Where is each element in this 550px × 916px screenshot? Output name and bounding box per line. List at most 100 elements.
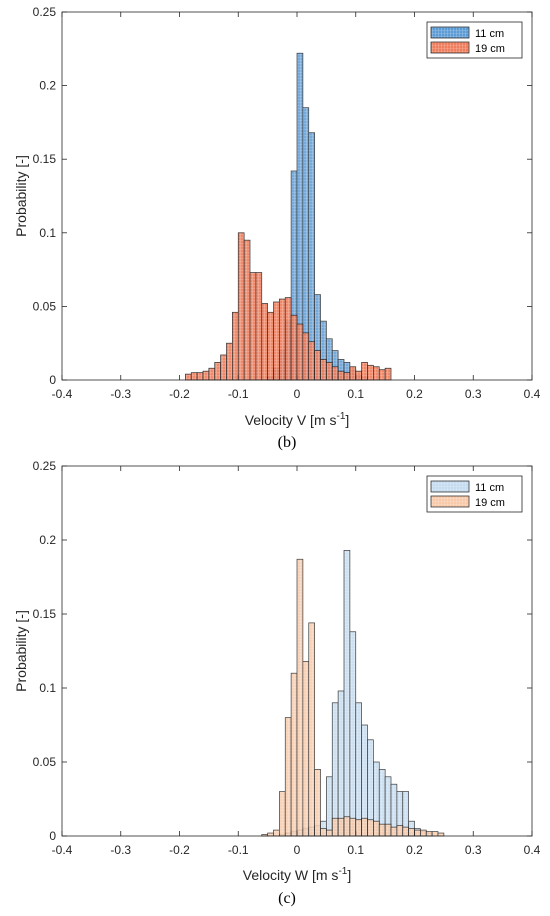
histogram-bar [349, 817, 357, 837]
x-axis-label-end: ] [347, 867, 351, 883]
y-tick-label: 0.2 [39, 79, 56, 93]
histogram-bar [296, 558, 304, 837]
y-axis-label: Probability [-] [13, 610, 29, 692]
y-tick-label: 0 [49, 373, 56, 387]
x-axis-label-main: Velocity V [m s [245, 412, 337, 428]
legend-entry: 11 cm [475, 28, 504, 40]
histogram-bar [337, 370, 345, 381]
histogram-bar [196, 372, 204, 381]
histogram-bar [384, 823, 392, 837]
x-tick-label: 0.4 [524, 843, 541, 857]
legend-swatch [430, 480, 470, 493]
x-axis-label-sup: -1 [338, 866, 347, 877]
histogram-bar [384, 367, 392, 381]
y-tick-label: 0.15 [33, 152, 57, 166]
histogram-bar [373, 366, 380, 381]
legend: 11 cm 19 cm [426, 475, 523, 513]
x-tick-label: 0.3 [465, 843, 482, 857]
histogram-bar [367, 819, 374, 837]
histogram-bar [420, 829, 427, 837]
x-tick-label: 0.3 [465, 387, 482, 401]
chart-panel-1: -0.4 -0.3 -0.2 -0.1 0 0.1 0.2 0.3 0.4 0 0.05 0.1 0.1… [13, 459, 541, 907]
x-tick-label: -0.1 [228, 843, 249, 857]
x-tick-label: -0.2 [169, 843, 190, 857]
histogram-bar [337, 690, 345, 837]
histogram-bar [308, 622, 315, 837]
histogram-bar [343, 372, 351, 381]
y-tick-label: 0.25 [33, 5, 57, 19]
legend-entry: 19 cm [475, 497, 505, 509]
histogram-bar [373, 820, 380, 837]
histogram-bar [302, 332, 310, 381]
x-tick-label: 0.4 [524, 387, 541, 401]
y-tick-label: 0 [49, 829, 56, 843]
x-tick-label: 0.2 [406, 843, 423, 857]
histogram-bar [302, 661, 310, 837]
histogram-bar [337, 817, 345, 837]
x-tick-label: -0.1 [228, 387, 249, 401]
histogram-bar [331, 366, 339, 381]
histogram-bar [220, 354, 227, 381]
histogram-bar [326, 361, 333, 381]
histogram-bar [214, 361, 221, 381]
legend-entry: 19 cm [475, 43, 505, 55]
y-tick-label: 0.2 [39, 533, 56, 547]
x-axis-label-sup: -1 [337, 411, 346, 422]
histogram-bar [255, 272, 263, 381]
histogram-bar [361, 361, 368, 381]
legend-swatch [430, 41, 470, 54]
x-tick-label: -0.4 [52, 387, 73, 401]
legend-swatch [430, 495, 470, 508]
y-tick-label: 0.05 [33, 755, 57, 769]
y-tick-label: 0.1 [39, 226, 56, 240]
histogram-bar [226, 342, 233, 381]
histogram-bar [237, 232, 245, 381]
histogram-bar [320, 359, 327, 381]
histogram-bar [273, 829, 280, 837]
x-axis-label-main: Velocity W [m s [243, 867, 339, 883]
histogram-bar [396, 825, 404, 837]
histogram-bar [314, 350, 321, 381]
histogram-bar [431, 831, 439, 837]
y-tick-label: 0.05 [33, 299, 57, 313]
histogram-bar [320, 828, 327, 837]
histogram-bar [185, 373, 192, 381]
histogram-bar [267, 832, 274, 837]
histogram-bar [326, 776, 333, 837]
histogram-bar [355, 702, 362, 837]
legend-swatch [430, 26, 470, 39]
histogram-bar [232, 311, 239, 381]
chart-panel-0: -0.4 -0.3 -0.2 -0.1 0 0.1 0.2 0.3 0.4 0 0.05 0.1 0.1… [13, 5, 541, 451]
x-axis-label: Velocity W [m s-1] [243, 866, 351, 883]
x-tick-label: 0.1 [347, 387, 364, 401]
histogram-bar [349, 366, 357, 381]
y-axis-label: Probability [-] [13, 155, 29, 237]
histogram-bar [414, 829, 421, 837]
histogram-bar [261, 303, 268, 381]
histogram-bar [243, 239, 251, 381]
panel-label: (c) [278, 890, 296, 907]
histogram-bar [208, 367, 216, 381]
histogram-bar [290, 314, 298, 381]
histogram-bar [367, 364, 374, 381]
x-tick-label: 0.2 [406, 387, 423, 401]
series-19-cm [261, 558, 445, 837]
histogram-bar [290, 672, 298, 837]
histogram-bar [331, 702, 339, 837]
x-tick-label: -0.4 [52, 843, 73, 857]
histogram-bar [425, 831, 433, 837]
x-tick-label: 0.1 [347, 843, 364, 857]
y-tick-label: 0.25 [33, 459, 57, 473]
histogram-bar [279, 791, 286, 837]
histogram-bar [343, 816, 351, 837]
x-tick-label: -0.3 [110, 387, 131, 401]
histogram-bar [190, 372, 198, 381]
panel-label: (b) [278, 434, 297, 451]
histogram-bar [361, 817, 368, 837]
histogram-bar [390, 826, 398, 837]
histogram-bar [314, 769, 321, 837]
series-19-cm [185, 232, 392, 381]
histogram-bar [355, 370, 362, 381]
x-axis-label-end: ] [345, 412, 349, 428]
